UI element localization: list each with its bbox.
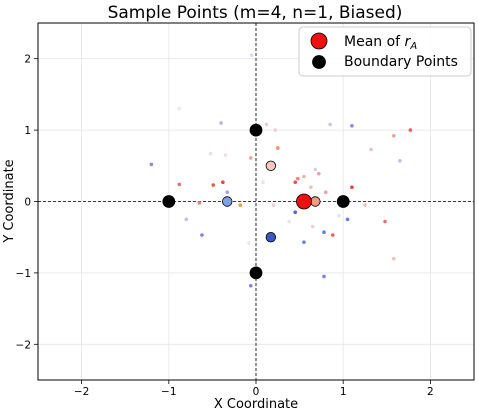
legend-mean-label-prefix: Mean of (344, 34, 405, 50)
sample-point-small (302, 174, 306, 179)
sample-point-small (223, 153, 228, 157)
sample-point-large (310, 196, 321, 207)
sample-point-small (310, 224, 315, 229)
sample-point-large (222, 196, 233, 207)
sample-point-small (322, 274, 326, 279)
sample-point-small (273, 128, 277, 132)
legend-boundary-marker (312, 55, 326, 69)
x-tick-label: −1 (161, 386, 176, 398)
boundary-point (162, 195, 176, 208)
sample-point-small (264, 122, 269, 127)
sample-point-small (369, 147, 373, 152)
sample-point-small (276, 146, 280, 150)
sample-point-small (363, 203, 367, 207)
sample-point-small (287, 219, 291, 224)
sample-point-small (323, 190, 328, 195)
y-tick-label: 1 (24, 125, 31, 137)
sample-point-large (265, 160, 277, 172)
sample-point-small (313, 167, 318, 172)
sample-point-small (309, 185, 313, 190)
sample-point-small (184, 217, 189, 222)
legend-boundary-label: Boundary Points (344, 54, 458, 70)
sample-point-small (261, 180, 265, 185)
sample-point-small (177, 106, 182, 111)
sample-point-small (249, 53, 254, 57)
x-tick-label: 2 (427, 386, 434, 398)
sample-point-small (337, 213, 341, 218)
y-axis-ticks: −2 −1 0 1 2 (16, 54, 38, 351)
sample-point-small (408, 128, 413, 132)
y-tick-label: 0 (24, 197, 31, 209)
legend-box (298, 26, 472, 77)
chart-title: Sample Points (m=4, n=1, Biased) (108, 3, 403, 23)
sample-point-small (391, 134, 396, 138)
sample-point-small (200, 233, 204, 237)
sample-point-small (219, 121, 223, 125)
sample-point-small (398, 159, 402, 163)
sample-point-small (296, 176, 300, 181)
x-tick-label: −2 (74, 386, 89, 398)
y-tick-label: 2 (24, 54, 31, 66)
sample-point-small (330, 233, 335, 237)
mean-point (296, 193, 312, 210)
data-points (149, 53, 413, 288)
sample-point-small (293, 180, 298, 185)
sample-point-small (328, 122, 332, 127)
y-tick-label: −1 (16, 268, 31, 280)
sample-point-small (238, 203, 243, 207)
sample-point-small (248, 283, 253, 288)
sample-point-small (391, 256, 396, 261)
boundary-point (249, 266, 263, 280)
sample-point-small (211, 183, 216, 187)
sample-point-small (293, 210, 298, 215)
sample-point-small (197, 201, 202, 205)
sample-point-small (302, 240, 306, 244)
sample-point-small (225, 190, 230, 195)
sample-point-small (221, 180, 225, 185)
sample-point-small (248, 156, 253, 160)
sample-point-small (271, 203, 276, 207)
sample-point-small (383, 219, 387, 224)
sample-point-small (322, 230, 326, 235)
legend-mean-label-subscript: A (409, 41, 417, 52)
legend-mean-marker (310, 32, 328, 50)
legend-mean-label: Mean of rA (344, 34, 417, 52)
y-axis-label: Y Coordinate (2, 159, 17, 243)
boundary-point (336, 195, 350, 208)
x-axis-label: X Coordinate (214, 397, 298, 412)
sample-point-small (149, 162, 154, 167)
sample-point-small (350, 185, 354, 190)
sample-point-small (345, 217, 350, 222)
x-axis-ticks: −2 −1 0 1 2 (74, 380, 434, 398)
x-tick-label: 1 (340, 386, 347, 398)
sample-point-large (265, 231, 277, 243)
sample-point-small (208, 151, 213, 156)
plot-area (37, 22, 475, 381)
x-tick-label: 0 (253, 386, 260, 398)
legend: Mean of rA Boundary Points (298, 26, 472, 77)
sample-point-small (177, 182, 182, 187)
boundary-point (249, 123, 263, 137)
y-tick-label: −2 (16, 339, 31, 351)
sample-point-small (247, 241, 251, 245)
reference-lines (38, 23, 474, 380)
sample-point-small (316, 171, 321, 176)
sample-point-small (350, 124, 354, 128)
legend-mean-label-math: r (405, 34, 412, 50)
